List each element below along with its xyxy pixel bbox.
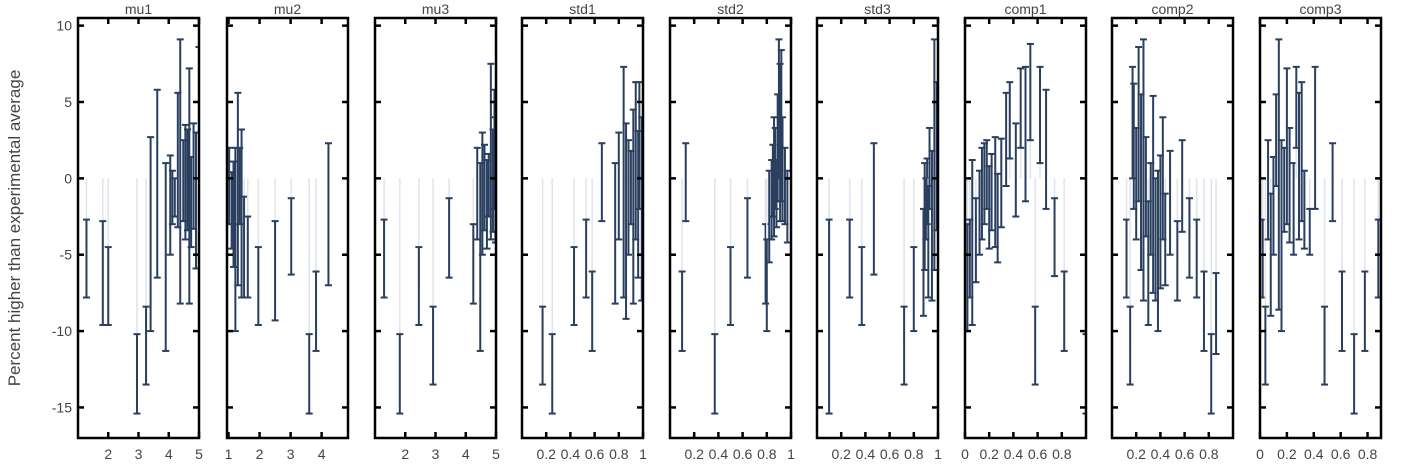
panel-title: mu1 bbox=[125, 1, 152, 17]
xtick-label: 0.8 bbox=[1358, 446, 1378, 462]
panel-data bbox=[1123, 38, 1220, 415]
panel-frame bbox=[1258, 16, 1383, 440]
panel-title: std3 bbox=[864, 1, 891, 17]
panel-std2: std2 0.2 0.4 0.6 0.8 1 bbox=[668, 1, 795, 462]
panel-data bbox=[1260, 38, 1381, 415]
panel-comp2: comp2 0.2 0.4 0.6 0.8 bbox=[1110, 1, 1235, 462]
panel-mu1: mu1 2 3 4 5 -15 -10 -5 0 5 10 bbox=[52, 1, 203, 462]
ytick-label: -10 bbox=[52, 323, 72, 339]
panel-std1: std1 0.2 0.4 0.6 0.8 1 bbox=[520, 1, 647, 462]
panel-title: comp2 bbox=[1151, 1, 1193, 17]
panel-data bbox=[539, 65, 643, 415]
xtick-label: 0.6 bbox=[1175, 446, 1195, 462]
xtick-label: 0.8 bbox=[904, 446, 924, 462]
xtick-label: 3 bbox=[135, 446, 143, 462]
panel-data bbox=[227, 91, 332, 415]
panel-frame bbox=[520, 16, 645, 440]
xtick-label: 3 bbox=[432, 446, 440, 462]
xtick-label: 0 bbox=[1256, 446, 1264, 462]
xtick-label: 0.2 bbox=[979, 446, 999, 462]
panel-title: mu2 bbox=[274, 1, 301, 17]
xtick-label: 0.4 bbox=[561, 446, 581, 462]
ytick-label: -15 bbox=[52, 399, 72, 415]
xtick-label: 0.2 bbox=[536, 446, 556, 462]
xtick-label: 2 bbox=[401, 446, 409, 462]
panel-mu2: mu2 1 2 3 4 bbox=[225, 1, 350, 462]
panel-std3: std3 0.2 0.4 0.6 0.8 1 bbox=[815, 1, 942, 462]
panel-data bbox=[82, 38, 199, 415]
xtick-label: 0.2 bbox=[684, 446, 704, 462]
xtick-label: 0.2 bbox=[831, 446, 851, 462]
xtick-label: 0.2 bbox=[1126, 446, 1146, 462]
xtick-label: 1 bbox=[225, 446, 233, 462]
panel-title: std2 bbox=[717, 1, 744, 17]
xtick-label: 2 bbox=[256, 446, 264, 462]
panel-comp1: comp1 0 0.2 0.4 0.6 0.8 bbox=[961, 1, 1088, 462]
xtick-label: 4 bbox=[462, 446, 470, 462]
panel-data bbox=[965, 42, 1086, 415]
xtick-label: 0.6 bbox=[1331, 446, 1351, 462]
xtick-label: 0.6 bbox=[585, 446, 605, 462]
xtick-label: 2 bbox=[104, 446, 112, 462]
xtick-label: 0.4 bbox=[1004, 446, 1024, 462]
xtick-label: 5 bbox=[195, 446, 203, 462]
xtick-label: 0.4 bbox=[856, 446, 876, 462]
ytick-label: 5 bbox=[64, 94, 72, 110]
xtick-label: 0.6 bbox=[1028, 446, 1048, 462]
ytick-label: 0 bbox=[64, 170, 72, 186]
xtick-label: 1 bbox=[934, 446, 942, 462]
ytick-label: 10 bbox=[56, 18, 72, 34]
panel-mu3: mu3 2 3 4 5 bbox=[373, 1, 500, 462]
xtick-label: 1 bbox=[787, 446, 795, 462]
panel-data bbox=[825, 38, 938, 415]
xtick-label: 4 bbox=[318, 446, 326, 462]
xtick-label: 0.4 bbox=[1151, 446, 1171, 462]
panel-frame bbox=[963, 16, 1088, 440]
xtick-label: 5 bbox=[492, 446, 500, 462]
xtick-label: 0.6 bbox=[880, 446, 900, 462]
panel-comp3: comp3 0 0.2 0.4 0.6 0.8 bbox=[1256, 1, 1383, 462]
xtick-label: 0.4 bbox=[709, 446, 729, 462]
panel-data bbox=[380, 62, 496, 415]
panel-title: comp1 bbox=[1004, 1, 1046, 17]
xtick-label: 0 bbox=[961, 446, 969, 462]
xtick-label: 0.2 bbox=[1277, 446, 1297, 462]
panel-title: comp3 bbox=[1299, 1, 1341, 17]
panel-frame bbox=[815, 16, 940, 440]
xtick-label: 0.6 bbox=[733, 446, 753, 462]
xtick-label: 0.8 bbox=[1052, 446, 1072, 462]
y-axis-title: Percent higher than experimental average bbox=[5, 70, 24, 387]
xtick-label: 0.8 bbox=[609, 446, 629, 462]
panel-title: mu3 bbox=[422, 1, 449, 17]
panel-frame bbox=[225, 16, 350, 440]
xtick-label: 1 bbox=[639, 446, 647, 462]
xtick-label: 3 bbox=[287, 446, 295, 462]
xtick-label: 0.8 bbox=[1199, 446, 1219, 462]
panel-frame bbox=[1110, 16, 1235, 440]
xtick-label: 0.4 bbox=[1304, 446, 1324, 462]
panel-frame bbox=[668, 16, 793, 440]
xtick-label: 4 bbox=[165, 446, 173, 462]
xtick-label: 0.8 bbox=[757, 446, 777, 462]
ytick-label: -5 bbox=[60, 247, 73, 263]
panel-title: std1 bbox=[569, 1, 596, 17]
panel-data bbox=[678, 38, 791, 415]
